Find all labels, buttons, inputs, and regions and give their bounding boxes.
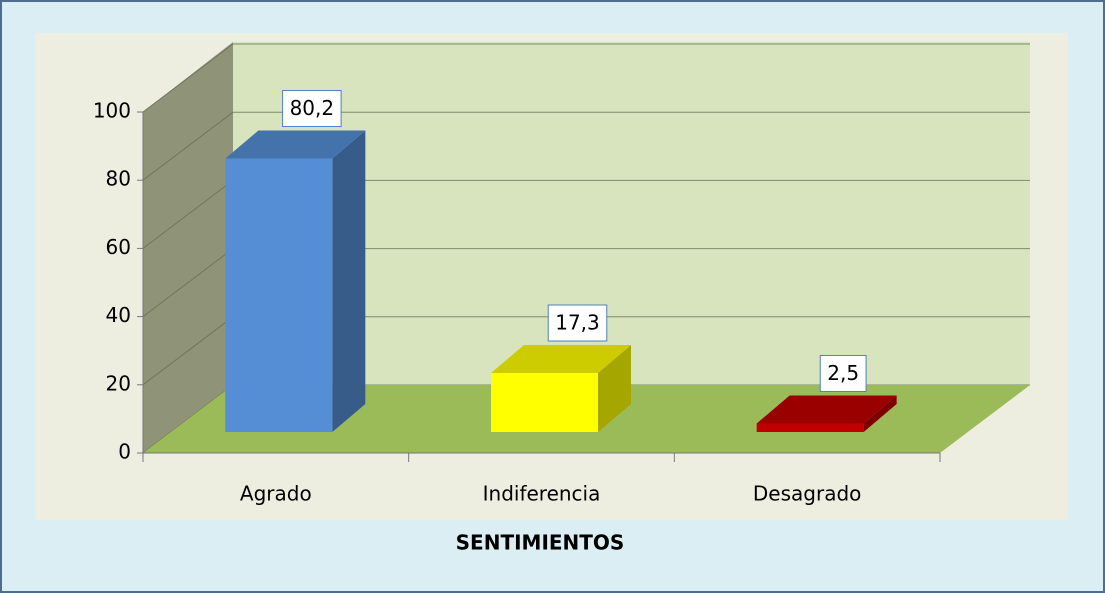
- bar-side: [332, 130, 366, 432]
- x-tick-label: Desagrado: [753, 482, 862, 506]
- bar: [225, 158, 333, 432]
- y-tick-label: 100: [93, 99, 131, 123]
- x-tick-label: Agrado: [240, 482, 312, 506]
- grid-line: [142, 180, 234, 249]
- bar: [491, 373, 598, 432]
- bar-top: [491, 345, 631, 374]
- grid-line: [142, 111, 234, 181]
- y-tick-label: 0: [118, 440, 131, 464]
- value-label-box: [282, 90, 342, 128]
- x-axis-title: SENTIMIENTOS: [456, 531, 625, 555]
- value-label-box: [819, 354, 867, 392]
- bar: [756, 423, 864, 432]
- back-wall: [233, 42, 1030, 385]
- bar-top: [756, 395, 897, 424]
- value-label: 2,5: [827, 361, 859, 385]
- y-tick-label: 40: [106, 303, 131, 327]
- value-label: 80,2: [290, 96, 335, 120]
- x-tick-label: Indiferencia: [483, 482, 601, 506]
- bar-top: [225, 130, 366, 159]
- grid-line: [142, 43, 234, 113]
- side-wall: [143, 42, 233, 453]
- bar-side: [598, 345, 631, 432]
- grid-line: [142, 316, 234, 386]
- y-tick-label: 80: [106, 167, 131, 191]
- value-label-box: [547, 304, 608, 342]
- bar-side: [863, 395, 897, 432]
- y-tick-label: 20: [106, 371, 131, 395]
- value-label: 17,3: [555, 311, 600, 335]
- y-tick-label: 60: [106, 235, 131, 259]
- grid-line: [142, 248, 234, 317]
